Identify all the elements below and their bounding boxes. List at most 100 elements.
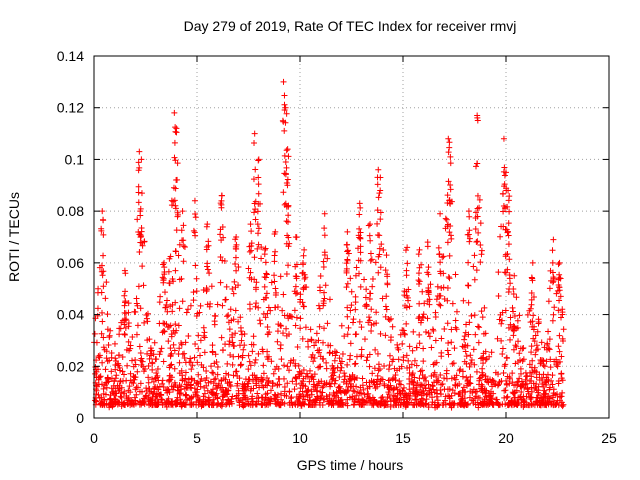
roti-point: [555, 281, 562, 288]
roti-point: [522, 376, 529, 383]
roti-point: [463, 321, 470, 328]
roti-point: [381, 380, 388, 387]
roti-point: [356, 270, 363, 277]
roti-point: [257, 320, 264, 327]
roti-point: [209, 342, 216, 349]
roti-point: [376, 365, 383, 372]
roti-point: [534, 328, 541, 335]
roti-point: [518, 388, 525, 395]
roti-point: [253, 300, 260, 307]
roti-point: [291, 386, 298, 393]
roti-point: [416, 400, 423, 407]
roti-point: [355, 396, 362, 403]
roti-point: [382, 303, 389, 310]
roti-point: [347, 340, 354, 347]
roti-point: [320, 258, 327, 265]
roti-point: [241, 331, 248, 338]
roti-point: [417, 381, 424, 388]
roti-point: [282, 171, 289, 178]
roti-point: [168, 202, 175, 209]
roti-point: [161, 271, 168, 278]
roti-point: [546, 336, 553, 343]
roti-point: [550, 386, 557, 393]
roti-point: [265, 378, 272, 385]
roti-point: [347, 275, 354, 282]
roti-point: [356, 211, 363, 218]
roti-point: [555, 261, 562, 268]
roti-point: [513, 343, 520, 350]
roti-point: [446, 229, 453, 236]
roti-point: [444, 285, 451, 292]
roti-point: [488, 349, 495, 356]
roti-point: [447, 153, 454, 160]
roti-point: [479, 369, 486, 376]
roti-point: [344, 248, 351, 255]
roti-point: [150, 378, 157, 385]
roti-point: [481, 304, 488, 311]
roti-point: [389, 323, 396, 330]
roti-point: [476, 196, 483, 203]
roti-point: [110, 388, 117, 395]
roti-point: [145, 374, 152, 381]
roti-point: [331, 369, 338, 376]
roti-point: [466, 227, 473, 234]
roti-point: [285, 262, 292, 269]
roti-point: [262, 245, 269, 252]
roti-point: [217, 384, 224, 391]
roti-point: [556, 332, 563, 339]
roti-point: [367, 250, 374, 257]
roti-point: [378, 241, 385, 248]
roti-point: [168, 374, 175, 381]
roti-point: [159, 377, 166, 384]
y-tick-label: 0.1: [65, 151, 85, 167]
roti-point: [175, 351, 182, 358]
roti-point: [528, 349, 535, 356]
roti-point: [383, 306, 390, 313]
roti-point: [523, 380, 530, 387]
roti-point: [473, 163, 480, 170]
roti-point: [359, 396, 366, 403]
roti-point: [556, 348, 563, 355]
roti-point: [242, 386, 249, 393]
roti-point: [421, 300, 428, 307]
roti-point: [267, 307, 274, 314]
roti-point: [375, 194, 382, 201]
roti-point: [100, 231, 107, 238]
roti-point: [350, 316, 357, 323]
roti-point: [188, 375, 195, 382]
roti-point: [268, 395, 275, 402]
roti-point: [232, 307, 239, 314]
roti-point: [193, 288, 200, 295]
roti-point: [395, 356, 402, 363]
roti-point: [232, 284, 239, 291]
roti-point: [545, 345, 552, 352]
roti-point: [133, 331, 140, 338]
roti-point: [543, 381, 550, 388]
roti-point: [304, 338, 311, 345]
roti-point: [208, 283, 215, 290]
roti-point: [167, 345, 174, 352]
roti-point: [273, 363, 280, 370]
roti-point: [447, 222, 454, 229]
roti-point: [204, 387, 211, 394]
roti-point: [524, 311, 531, 318]
roti-point: [271, 272, 278, 279]
roti-point: [472, 401, 479, 408]
roti-point: [208, 363, 215, 370]
roti-point: [533, 380, 540, 387]
roti-point: [205, 238, 212, 245]
roti-point: [381, 363, 388, 370]
roti-point: [221, 258, 228, 265]
roti-point: [470, 263, 477, 270]
roti-point: [497, 233, 504, 240]
roti-point: [194, 359, 201, 366]
roti-point: [122, 299, 129, 306]
roti-point: [344, 247, 351, 254]
roti-point: [474, 117, 481, 124]
roti-point: [475, 339, 482, 346]
roti-point: [300, 393, 307, 400]
roti-point: [300, 375, 307, 382]
roti-point: [358, 401, 365, 408]
roti-point: [550, 311, 557, 318]
roti-point: [367, 221, 374, 228]
